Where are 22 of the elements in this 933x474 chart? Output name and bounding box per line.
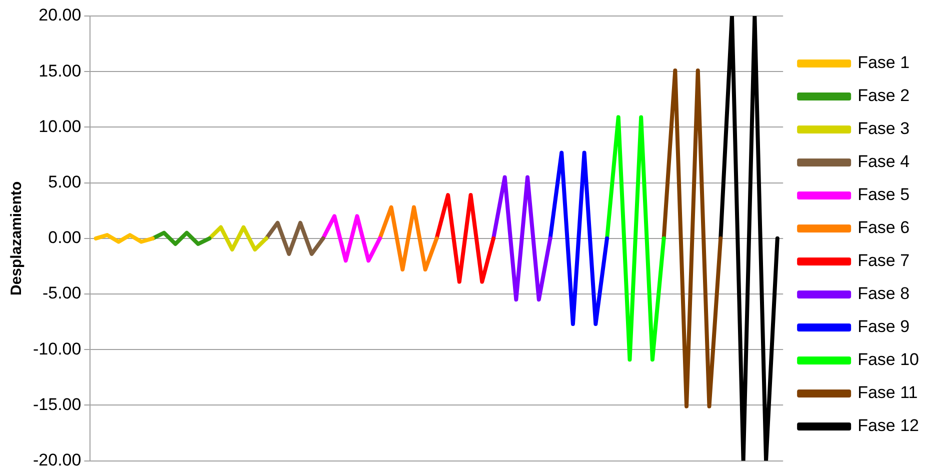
legend-label: Fase 5	[858, 185, 910, 204]
legend-label: Fase 4	[858, 152, 910, 172]
legend-label: Fase 1	[858, 53, 910, 72]
y-axis-title: Desplazamiento	[8, 181, 26, 296]
legend-label: Fase 9	[858, 317, 910, 336]
y-tick-label: 15.00	[38, 61, 82, 80]
legend-label: Fase 6	[858, 218, 910, 238]
y-tick-label: -15.00	[33, 394, 82, 414]
y-tick-label: 5.00	[48, 172, 82, 192]
y-tick-label: 10.00	[38, 116, 82, 136]
y-tick-label: -10.00	[33, 339, 82, 358]
legend-label: Fase 7	[858, 251, 910, 270]
legend-label: Fase 11	[858, 383, 918, 402]
y-tick-label: -20.00	[33, 450, 82, 470]
legend-label: Fase 8	[858, 284, 910, 304]
y-tick-label: 0.00	[48, 228, 82, 248]
legend-label: Fase 2	[858, 86, 910, 106]
legend-label: Fase 3	[858, 119, 910, 138]
legend-label: Fase 10	[858, 350, 920, 370]
legend-label: Fase 12	[858, 416, 920, 436]
y-tick-label: 20.00	[38, 6, 82, 25]
y-tick-label: -5.00	[42, 284, 82, 303]
